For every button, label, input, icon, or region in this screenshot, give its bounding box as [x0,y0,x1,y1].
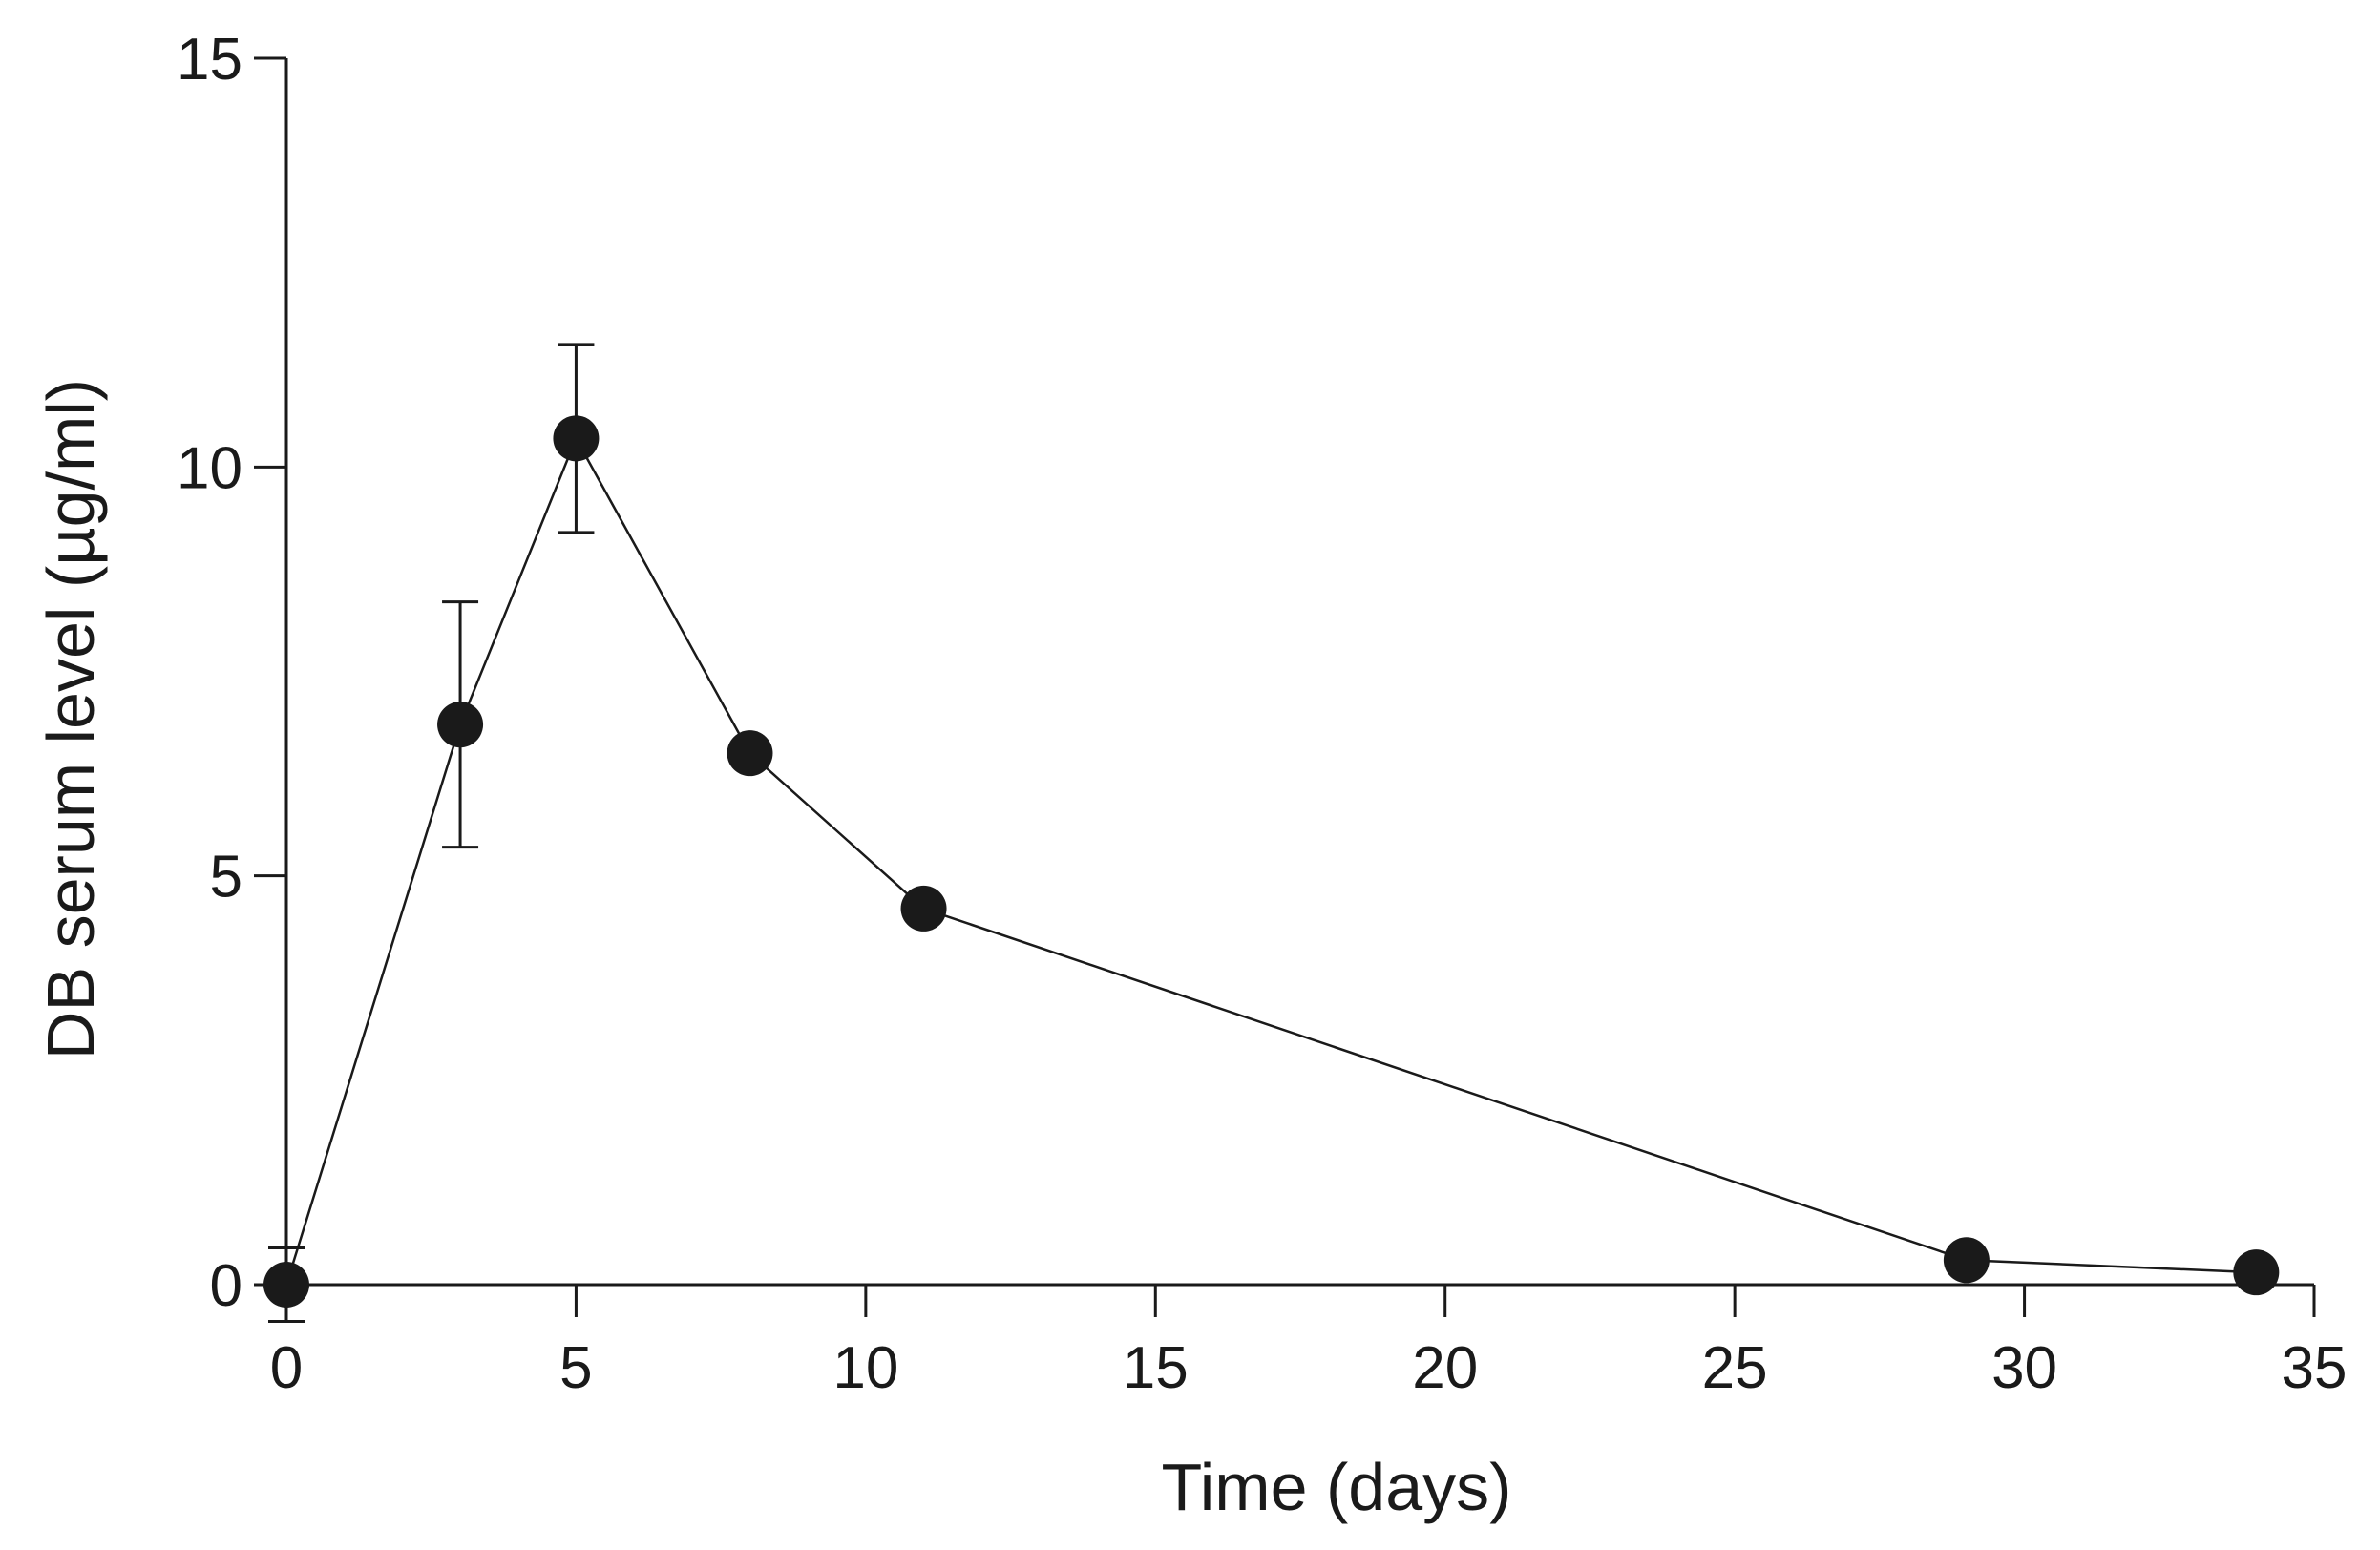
axes [284,58,2314,1287]
data-point [1943,1237,1990,1284]
y-tick-label: 0 [210,1253,242,1319]
y-tick-label: 10 [177,435,242,501]
x-tick-label: 20 [1412,1335,1478,1401]
x-axis-title: Time (days) [1162,1450,1512,1524]
x-tick-label: 0 [270,1335,303,1401]
series-line [284,435,2257,1286]
x-tick-label: 30 [1991,1335,2057,1401]
x-tick-label: 15 [1123,1335,1189,1401]
y-axis-title: DB serum level (µg/ml) [33,379,108,1059]
x-tick-label: 35 [2282,1335,2348,1401]
y-tick-label: 15 [177,27,242,93]
x-tick-label: 5 [559,1335,592,1401]
x-tick-label: 10 [832,1335,898,1401]
data-point [437,702,484,748]
data-point [900,885,947,932]
data-point [263,1262,309,1308]
data-point [727,730,773,777]
x-tick-label: 25 [1702,1335,1768,1401]
y-tick-label: 5 [210,845,242,911]
data-point [2233,1249,2280,1296]
ticks: 0 5 10 15 0 5 10 15 20 25 30 35 [177,27,2347,1401]
data-point [553,415,600,462]
data-series [263,343,2280,1324]
